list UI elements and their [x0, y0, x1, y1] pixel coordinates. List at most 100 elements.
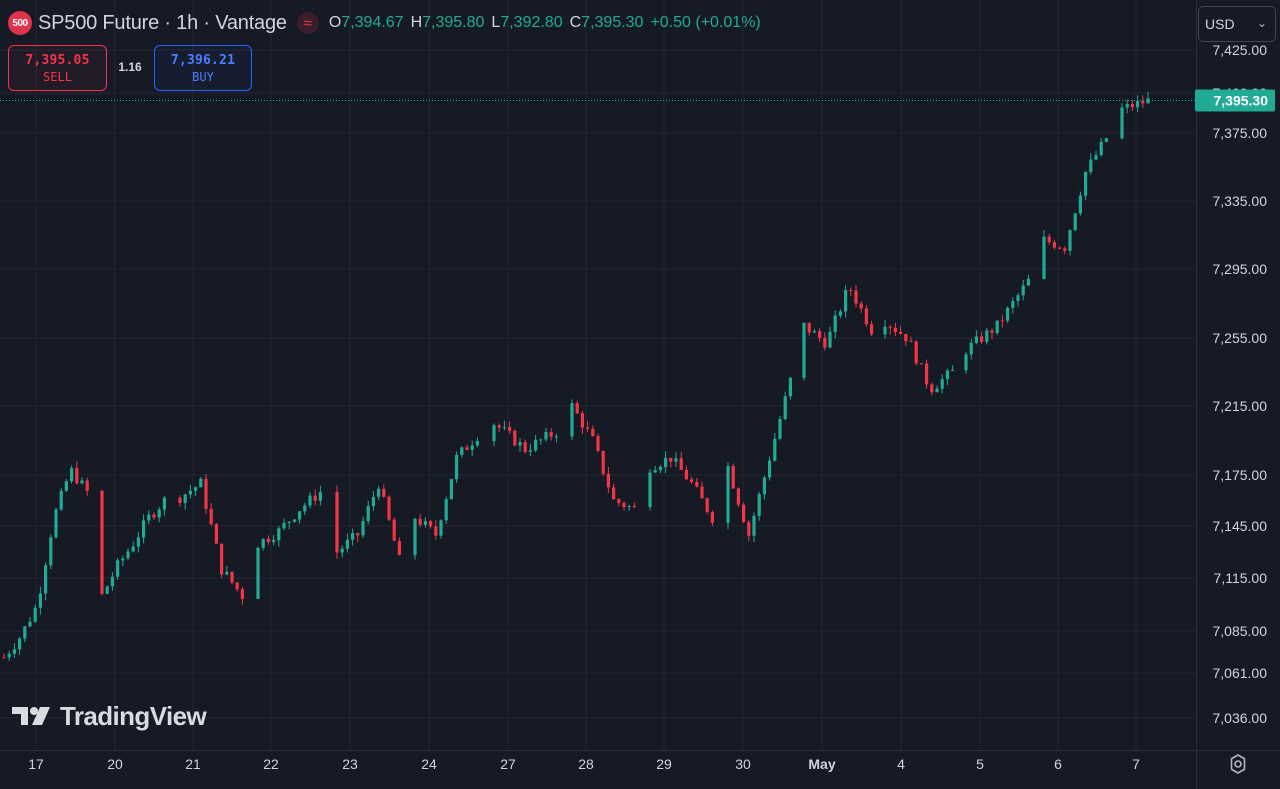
x-tick-label: 30	[735, 756, 751, 772]
candle-body	[844, 290, 848, 312]
candle-body	[1021, 285, 1025, 296]
candle-body	[105, 586, 109, 594]
candle-body	[627, 506, 631, 508]
candle-body	[1058, 247, 1062, 249]
y-tick-label: 7,145.00	[1213, 518, 1268, 534]
wave-icon[interactable]: ≈	[296, 12, 319, 34]
candle-body	[413, 518, 417, 556]
candle-body	[669, 457, 673, 462]
candle-body	[418, 518, 422, 525]
candle-body	[893, 327, 897, 332]
candle-body	[444, 499, 448, 521]
candle-body	[116, 560, 120, 577]
candle-body	[1125, 104, 1129, 108]
candle-body	[859, 303, 863, 309]
candle-body	[361, 521, 365, 536]
candle-body	[282, 522, 286, 529]
candle-body	[1042, 236, 1046, 279]
candle-body	[272, 540, 276, 543]
symbol-logo-icon[interactable]: 500	[8, 11, 32, 35]
candle-body	[710, 512, 714, 523]
ohlc-change: +0.50 (+0.01%)	[650, 14, 761, 31]
candle-body	[554, 436, 558, 438]
candle-body	[575, 403, 579, 414]
candle-body	[1073, 213, 1077, 231]
candle-body	[1068, 230, 1072, 251]
symbol-title[interactable]: SP500 Future · 1h · Vantage	[38, 11, 287, 34]
candle-body	[152, 514, 156, 518]
candle-body	[220, 543, 224, 575]
candle-body	[387, 496, 391, 520]
x-tick-label: 28	[578, 756, 594, 772]
candle-body	[864, 308, 868, 325]
candle-body	[742, 504, 746, 523]
candle-body	[818, 331, 822, 338]
candle-body	[277, 528, 281, 541]
candle-body	[18, 638, 22, 650]
tradingview-logo[interactable]: TradingView	[12, 700, 207, 732]
candle-body	[539, 439, 543, 441]
candle-body	[465, 447, 469, 450]
candle-body	[695, 481, 699, 487]
sell-button[interactable]: 7,395.05 SELL	[8, 45, 107, 91]
candle-body	[313, 495, 317, 501]
candle-body	[287, 521, 291, 523]
candle-body	[606, 473, 610, 488]
y-tick-label: 7,036.00	[1213, 710, 1268, 726]
candle-body	[823, 337, 827, 348]
candle-body	[1026, 278, 1030, 286]
x-tick-label: 21	[185, 756, 201, 772]
candle-body	[371, 496, 375, 507]
candle-body	[162, 497, 166, 510]
candle-body	[995, 320, 999, 333]
candle-body	[935, 388, 939, 393]
candle-body	[802, 322, 806, 378]
chevron-down-icon: ⌄	[1256, 16, 1267, 30]
candle-body	[110, 576, 114, 587]
candle-body	[747, 522, 751, 536]
candle-body	[178, 497, 182, 503]
candle-body	[870, 324, 874, 335]
buy-button[interactable]: 7,396.21 BUY	[154, 45, 252, 91]
candle-body	[1011, 301, 1015, 308]
candle-body	[534, 439, 538, 451]
candle-body	[570, 403, 574, 437]
candle-body	[423, 521, 427, 525]
candle-body	[508, 427, 512, 431]
last-price-label-bg	[1195, 89, 1275, 112]
candle-body	[126, 551, 130, 559]
candle-body	[157, 509, 161, 518]
y-tick-label: 7,335.00	[1213, 193, 1268, 209]
candle-body	[807, 322, 811, 333]
currency-select[interactable]: USD ⌄	[1198, 6, 1276, 42]
y-tick-label: 7,115.00	[1214, 570, 1268, 586]
candle-body	[778, 418, 782, 439]
candle-body	[980, 336, 984, 342]
candle-body	[854, 290, 858, 304]
candle-body	[601, 450, 605, 474]
candle-body	[580, 413, 584, 428]
candle-body	[85, 480, 89, 491]
y-tick-label: 7,255.00	[1213, 330, 1268, 346]
candle-body	[439, 520, 443, 536]
candle-body	[455, 454, 459, 480]
candle-body	[1089, 159, 1093, 172]
candle-body	[1063, 248, 1067, 251]
candle-body	[492, 425, 496, 442]
candle-body	[292, 519, 296, 522]
gear-icon[interactable]	[1226, 752, 1250, 776]
candle-body	[838, 311, 842, 316]
candle-body	[7, 653, 11, 658]
candle-body	[888, 326, 892, 328]
candle-body	[49, 537, 53, 566]
candle-body	[773, 438, 777, 461]
y-tick-label: 7,215.00	[1213, 398, 1268, 414]
x-tick-label: 4	[897, 756, 905, 772]
candle-body	[256, 547, 260, 600]
candle-body	[632, 506, 636, 508]
candle-body	[136, 537, 140, 547]
candle-body	[366, 506, 370, 522]
ohlc-low-value: 7,392.80	[500, 14, 563, 31]
candle-body	[54, 509, 58, 538]
